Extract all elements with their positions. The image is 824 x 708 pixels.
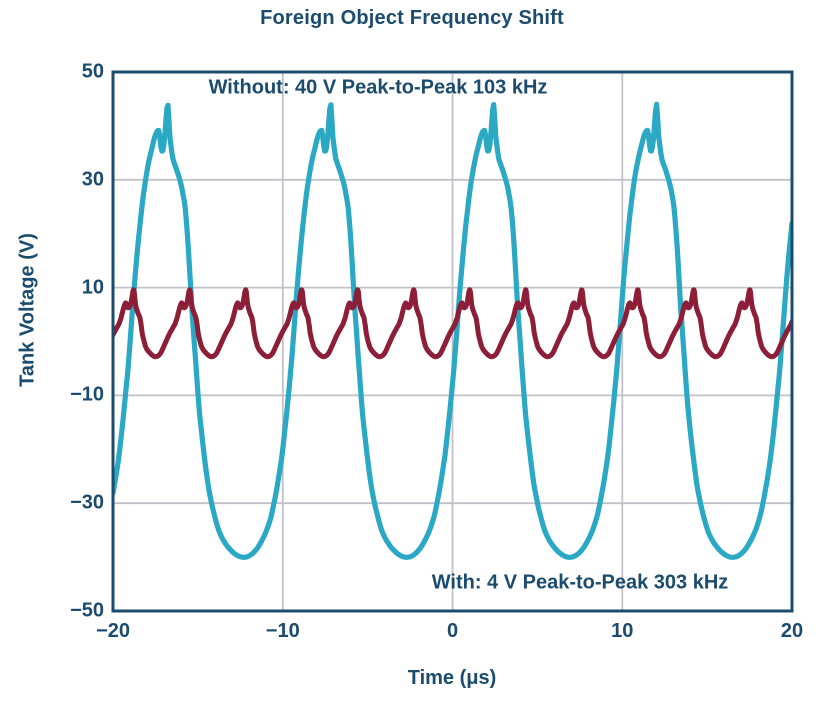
- curve-without-object: [113, 101, 792, 560]
- curve-with-object: [113, 287, 792, 360]
- plot-border: [111, 70, 794, 613]
- chart-title: Foreign Object Frequency Shift: [260, 7, 564, 29]
